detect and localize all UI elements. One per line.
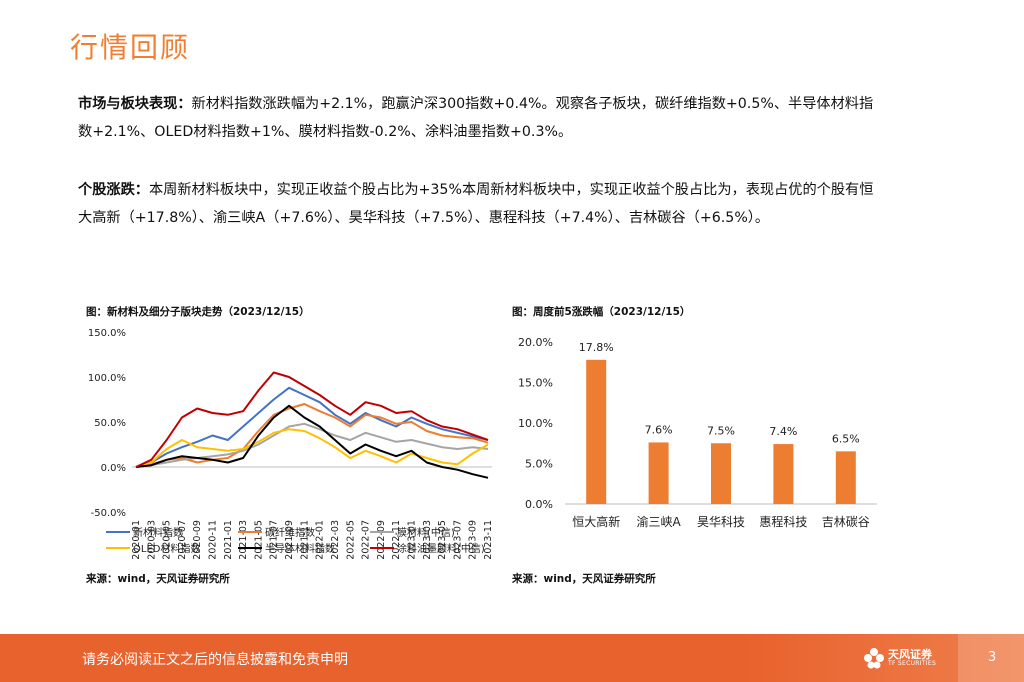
legend-label: 涂料油墨颜料(中信) [397,542,485,555]
legend-label: 膜材料(中信) [397,526,455,539]
bar-value-label: 7.4% [769,425,797,438]
line-series-1 [135,403,489,468]
line-y-tick-label: 150.0% [88,328,126,339]
footer-bar: 请务必阅读正文之后的信息披露和免责申明 天风证券 TF SECURITIES 3 [0,634,1024,682]
line-series-5 [135,371,489,468]
bar-y-tick-label: 10.0% [518,417,553,430]
bar-chart-title: 图：周度前5涨跌幅（2023/12/15） [512,306,691,318]
bar-y-tick-label: 5.0% [525,458,553,471]
line-x-tick-label: 2022-01 [315,520,326,560]
legend-label: 半导体材料指数 [265,542,335,555]
bar [773,444,794,504]
flower-logo-icon [864,648,884,669]
bar-value-label: 6.5% [832,432,860,445]
stock-text: 本周新材料板块中，实现正收益个股占比为+35%本周新材料板块中，实现正收益个股占… [78,182,874,226]
stock-paragraph: 个股涨跌：本周新材料板块中，实现正收益个股占比为+35%本周新材料板块中，实现正… [78,176,878,232]
line-y-tick-label: -50.0% [91,508,126,519]
bar-value-label: 7.5% [707,424,735,437]
bar [586,359,607,504]
line-x-tick-label: 2021-11 [299,520,310,560]
page-title: 行情回顾 [70,31,191,64]
bar [648,442,669,504]
line-x-tick-label: 2022-07 [361,520,372,560]
line-series-4 [135,404,489,479]
line-x-tick-label: 2020-11 [208,520,219,560]
line-x-tick-label: 2023-07 [452,520,463,560]
market-paragraph: 市场与板块表现：新材料指数涨跌幅为+2.1%，跑赢沪深300指数+0.4%。观察… [78,90,878,146]
bar-category-label: 渝三峡A [636,514,681,529]
market-label: 市场与板块表现： [78,96,192,112]
bar-chart-source: 来源：wind，天风证券研究所 [512,573,656,585]
bar-category-label: 惠程科技 [759,514,807,529]
line-x-tick-label: 2022-05 [345,520,356,560]
line-x-tick-label: 2023-11 [483,520,494,560]
bar-category-label: 吉林碳谷 [822,515,870,529]
line-x-tick-label: 2021-07 [269,520,280,560]
bar-category-label: 昊华科技 [697,515,745,529]
line-x-tick-label: 2021-03 [238,520,249,560]
line-chart-title: 图：新材料及细分子版块走势（2023/12/15） [86,306,310,318]
line-x-tick-label: 2023-01 [406,520,417,560]
bar [835,451,856,504]
line-series-0 [135,386,489,468]
legend-label: 碳纤维指数 [265,526,315,539]
line-chart: -50.0% 0.0% 50.0% 100.0% 150.0% 2020-01 2020-0… [88,328,494,560]
logo-subtitle: TF SECURITIES [888,660,937,667]
line-x-tick-label: 2020-03 [146,520,157,560]
bar-chart: 0.0% 5.0% 10.0% 15.0% 20.0% 17.8% 恒大高新 7.6% 渝三峡A… [518,336,877,529]
line-x-tick-label: 2020-07 [177,520,188,560]
market-text: 新材料指数涨跌幅为+2.1%，跑赢沪深300指数+0.4%。观察各子板块，碳纤维… [78,96,874,140]
line-y-tick-label: 0.0% [101,463,126,474]
line-series-3 [135,428,489,468]
line-x-tick-label: 2021-01 [223,520,234,560]
footer-disclaimer: 请务必阅读正文之后的信息披露和免责申明 [82,652,348,668]
bar-value-label: 17.8% [579,341,614,354]
line-x-tick-label: 2022-11 [391,520,402,560]
footer-corner-block [958,634,1024,682]
line-x-tick-label: 2020-09 [192,520,203,560]
line-x-tick-label: 2020-05 [162,520,173,560]
stock-label: 个股涨跌： [78,182,149,198]
line-x-tick-label: 2021-09 [284,520,295,560]
line-x-tick-label: 2022-09 [376,520,387,560]
bar-y-tick-label: 20.0% [518,336,553,349]
line-x-tick-label: 2022-03 [330,520,341,560]
line-y-tick-label: 50.0% [94,418,126,429]
bar-value-label: 7.6% [645,423,673,436]
legend-label: OLED材料指数 [133,542,200,555]
line-x-tick-label: 2023-09 [468,520,479,560]
line-x-tick-label: 2023-05 [437,520,448,560]
line-x-tick-label: 2020-01 [131,520,142,560]
legend-label: 新材料指数 [133,526,183,539]
line-y-tick-label: 100.0% [88,373,126,384]
bar-y-tick-label: 15.0% [518,377,553,390]
bar-y-tick-label: 0.0% [525,498,553,511]
line-chart-source: 来源：wind，天风证券研究所 [86,573,230,585]
line-x-tick-label: 2021-05 [253,520,264,560]
logo-name: 天风证券 [888,648,932,661]
line-x-tick-label: 2023-03 [422,520,433,560]
company-logo: 天风证券 TF SECURITIES [862,644,942,674]
bar [711,443,731,504]
bar-category-label: 恒大高新 [572,514,620,529]
page-number: 3 [988,650,997,665]
